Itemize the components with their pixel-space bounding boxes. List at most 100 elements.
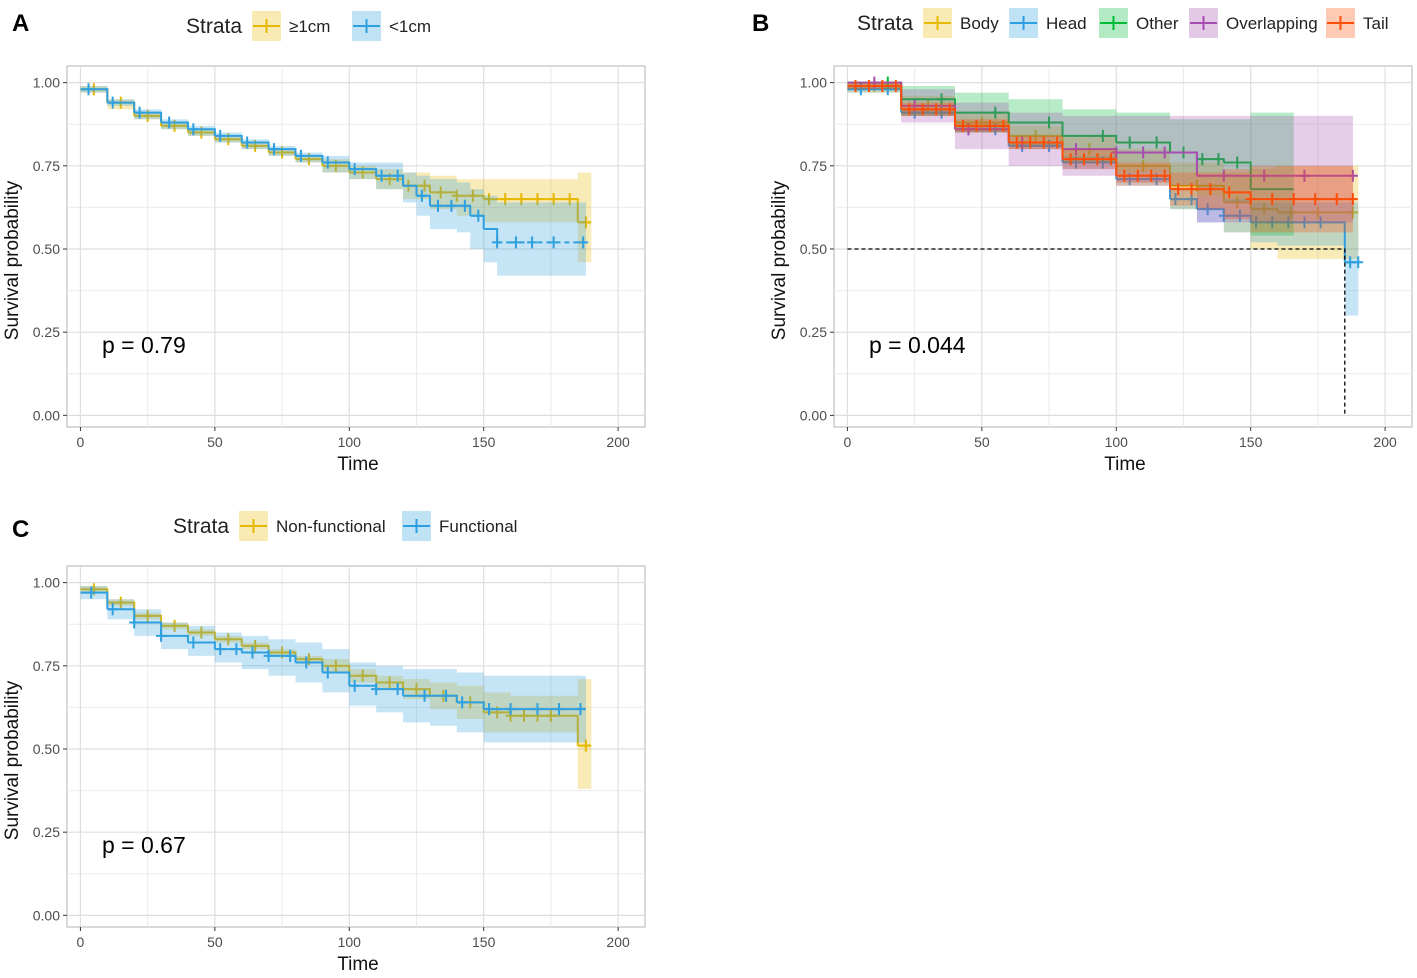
legend-label: Non-functional: [276, 517, 386, 536]
x-axis-title: Time: [1104, 454, 1146, 475]
y-tick-label: 0.25: [800, 324, 827, 340]
censor-mark: [441, 689, 452, 702]
x-tick-label: 0: [77, 434, 85, 450]
censor-mark: [86, 586, 97, 599]
censor-mark: [936, 93, 947, 106]
censor-mark: [451, 189, 462, 202]
y-axis-title: Survival probability: [2, 680, 23, 840]
censor-mark: [1197, 153, 1208, 166]
y-tick-label: 1.00: [33, 75, 60, 91]
censor-mark: [169, 619, 180, 632]
x-tick-label: 50: [974, 434, 990, 450]
censor-mark: [1234, 209, 1245, 222]
legend-label: Other: [1136, 14, 1179, 33]
gridlines: [67, 566, 645, 927]
censor-mark: [1245, 193, 1256, 206]
panel-letter: A: [12, 10, 29, 37]
censor-mark: [1011, 136, 1022, 149]
censor-mark: [877, 79, 888, 92]
censor-mark: [1353, 256, 1364, 269]
censor-mark: [1315, 216, 1326, 229]
x-tick-label: 0: [844, 434, 852, 450]
censor-mark: [1224, 186, 1235, 199]
gridlines: [834, 66, 1412, 427]
censor-mark: [917, 103, 928, 116]
censor-mark: [850, 79, 861, 92]
censor-mark: [553, 703, 564, 716]
legend-label: Functional: [439, 517, 517, 536]
censor-mark: [473, 209, 484, 222]
censor-mark: [990, 106, 1001, 119]
censor-mark: [516, 193, 527, 206]
censor-mark: [330, 659, 341, 672]
x-tick-label: 150: [472, 934, 496, 950]
legend-title: Strata: [857, 12, 913, 35]
y-tick-label: 1.00: [33, 575, 60, 591]
censor-mark: [1132, 169, 1143, 182]
censor-mark: [435, 186, 446, 199]
censor-mark: [1202, 203, 1213, 216]
censor-mark: [1070, 143, 1081, 156]
censor-mark: [484, 193, 495, 206]
legend-title: Strata: [186, 15, 242, 38]
censor-mark: [376, 169, 387, 182]
censor-mark: [247, 646, 258, 659]
censor-mark: [1251, 216, 1262, 229]
legend-item: Overlapping: [1189, 8, 1318, 38]
x-tick-label: 150: [1239, 434, 1263, 450]
censor-mark: [467, 189, 478, 202]
censor-mark: [263, 649, 274, 662]
legend-label: ≥1cm: [289, 17, 330, 36]
censor-mark: [1299, 216, 1310, 229]
censor-mark: [1232, 196, 1243, 209]
x-tick-label: 100: [338, 434, 362, 450]
censor-mark: [1288, 193, 1299, 206]
median-reference-line: [847, 248, 1346, 416]
censor-mark: [156, 629, 167, 642]
censor-mark: [188, 636, 199, 649]
censor-mark: [1205, 183, 1216, 196]
x-tick-label: 200: [606, 434, 630, 450]
censor-mark: [250, 639, 261, 652]
chart-panel-a: A Strata ≥1cm <1cm 0 50 100 150 200 0.00 0.25 0.50 0…: [2, 10, 646, 475]
censor-mark: [1299, 169, 1310, 182]
censor-mark: [196, 626, 207, 639]
p-value: p = 0.67: [102, 832, 186, 858]
censor-mark: [578, 236, 589, 249]
censor-mark: [1267, 193, 1278, 206]
y-tick-label: 0.25: [33, 824, 60, 840]
x-tick-label: 100: [1105, 434, 1129, 450]
chart-panel-c: C Strata Non-functional Functional 0 50 100 150…: [2, 511, 646, 975]
y-tick-label: 0.00: [33, 907, 60, 923]
y-tick-label: 0.50: [33, 241, 60, 257]
censor-mark: [505, 703, 516, 716]
censor-mark: [564, 193, 575, 206]
censor-mark: [357, 669, 368, 682]
censor-mark: [1025, 136, 1036, 149]
panel-letter: C: [12, 516, 29, 543]
censor-mark: [432, 199, 443, 212]
censor-mark: [223, 633, 234, 646]
censor-mark: [1030, 129, 1041, 142]
censor-mark: [1218, 169, 1229, 182]
censor-mark: [492, 236, 503, 249]
y-axis-title: Survival probability: [769, 180, 790, 340]
censor-mark: [863, 79, 874, 92]
confidence-band: [80, 85, 586, 276]
censor-mark: [1186, 183, 1197, 196]
censor-mark: [1286, 206, 1297, 219]
censor-mark: [890, 79, 901, 92]
censor-mark: [285, 649, 296, 662]
censor-mark: [446, 199, 457, 212]
legend-item: Non-functional: [239, 511, 386, 541]
censor-mark: [532, 193, 543, 206]
censor-mark: [575, 703, 586, 716]
x-tick-label: 200: [606, 934, 630, 950]
censor-mark: [1151, 136, 1162, 149]
panel-letter: B: [752, 10, 769, 37]
censor-mark: [83, 83, 94, 96]
plot-area: [833, 65, 1413, 428]
censor-mark: [548, 193, 559, 206]
censor-mark: [998, 119, 1009, 132]
